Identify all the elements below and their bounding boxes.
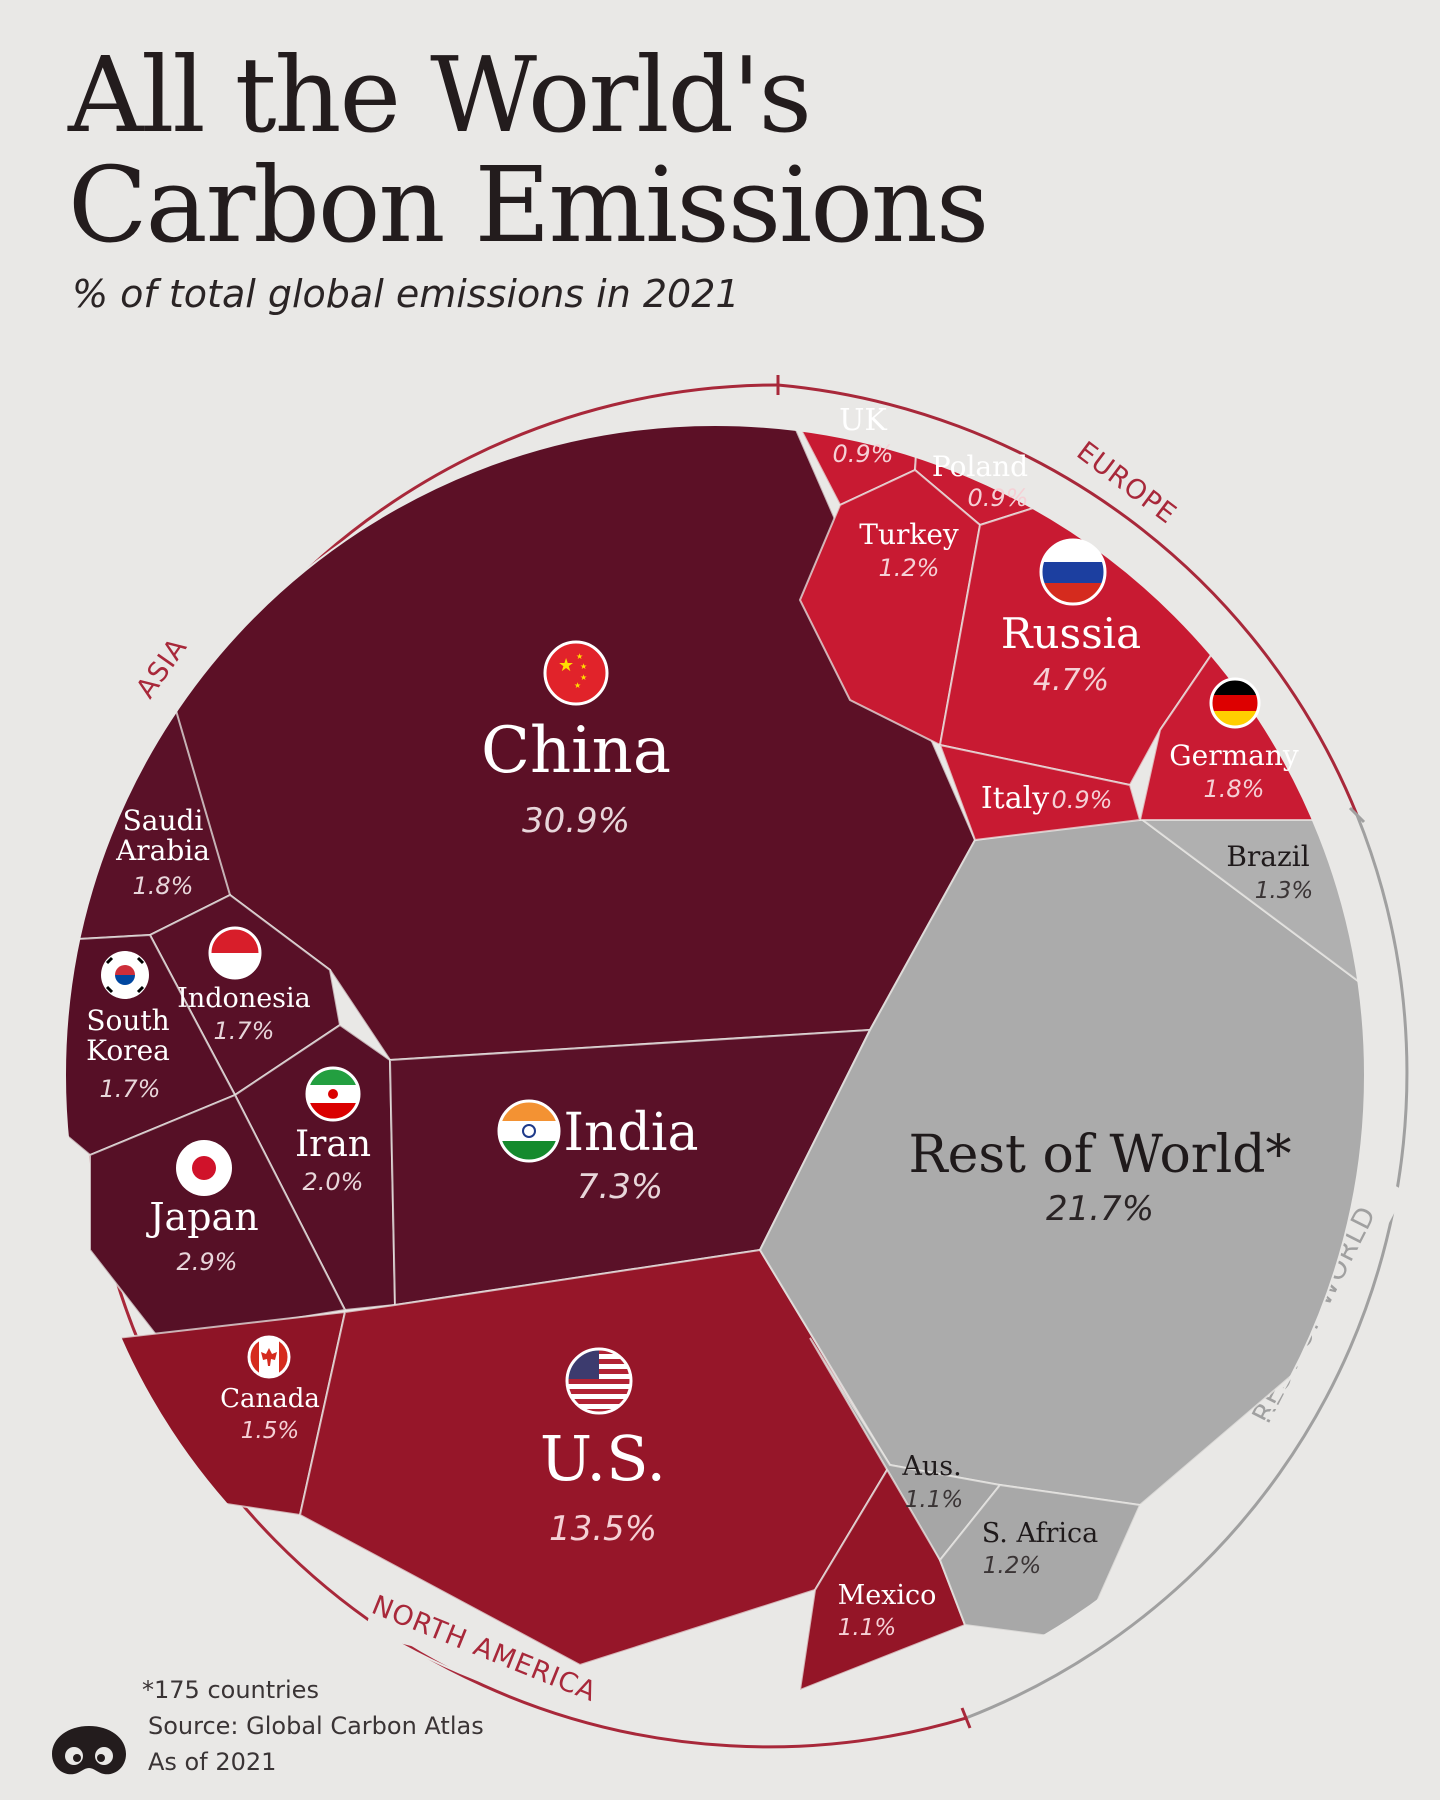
label-uk: UK [839, 403, 887, 438]
canada-flag [247, 1335, 291, 1379]
label-south-korea-line1: South [86, 1004, 169, 1037]
value-india: 7.3% [577, 1167, 663, 1207]
label-iran: Iran [295, 1124, 371, 1165]
label-poland: Poland [932, 450, 1028, 483]
label-brazil: Brazil [1226, 840, 1309, 873]
iran-flag [305, 1066, 361, 1122]
cell-labels: China 30.9% India 7.3% Japan 2.9% Iran 2… [86, 403, 1313, 1641]
value-russia: 4.7% [1033, 663, 1109, 698]
label-saudi-arabia-line2: Arabia [115, 834, 210, 867]
ring-rest-of-world [965, 814, 1409, 1720]
title-line-2: Carbon Emissions [68, 144, 989, 266]
ring-tick [1348, 806, 1366, 824]
china-flag: ★ ★ ★ ★ ★ [543, 640, 609, 706]
label-rest-of-world: Rest of World* [908, 1125, 1291, 1185]
label-turkey: Turkey [859, 518, 959, 551]
label-saudi-arabia-line1: Saudi [123, 804, 204, 837]
indonesia-flag [208, 926, 262, 980]
chart-subtitle: % of total global emissions in 2021 [72, 272, 740, 316]
label-japan: Japan [145, 1195, 258, 1239]
label-south-africa: S. Africa [982, 1518, 1098, 1549]
source-text: Source: Global Carbon Atlas [148, 1712, 484, 1740]
value-indonesia: 1.7% [214, 1017, 275, 1045]
label-china: China [481, 714, 671, 788]
germany-flag [1209, 677, 1261, 729]
label-mexico: Mexico [838, 1580, 937, 1611]
value-iran: 2.0% [303, 1168, 364, 1196]
value-germany: 1.8% [1204, 775, 1265, 803]
india-flag [497, 1099, 561, 1163]
russia-flag [1039, 538, 1107, 606]
value-brazil: 1.3% [1255, 878, 1313, 904]
value-south-africa: 1.2% [983, 1553, 1041, 1579]
svg-text:★: ★ [580, 662, 587, 671]
label-italy: Italy [981, 781, 1049, 816]
ring-tick [960, 1707, 972, 1729]
footnote: *175 countries [142, 1676, 319, 1704]
ring-europe [777, 383, 1359, 816]
label-canada: Canada [220, 1384, 320, 1414]
japan-flag [176, 1140, 232, 1196]
value-italy: 0.9% [1052, 786, 1113, 814]
label-russia: Russia [1001, 609, 1141, 658]
label-indonesia: Indonesia [177, 983, 311, 1014]
svg-text:★: ★ [558, 655, 574, 676]
cell-italy [938, 743, 1142, 842]
title-line-1: All the World's [68, 34, 812, 156]
value-uk: 0.9% [833, 440, 894, 468]
label-australia: Aus. [901, 1451, 961, 1482]
value-poland: 0.9% [968, 484, 1029, 512]
label-south-korea-line2: Korea [86, 1034, 170, 1067]
svg-text:★: ★ [574, 681, 581, 690]
south-korea-flag [101, 951, 149, 999]
svg-text:★: ★ [580, 673, 587, 682]
value-canada: 1.5% [241, 1418, 299, 1444]
value-turkey: 1.2% [879, 554, 940, 582]
svg-text:★: ★ [576, 652, 583, 661]
label-india: India [564, 1103, 699, 1163]
value-saudi-arabia: 1.8% [133, 872, 194, 900]
chart-title: All the World's Carbon Emissions [68, 34, 989, 266]
flags: ★ ★ ★ ★ ★ [101, 538, 1261, 1415]
publisher-logo-icon [52, 1726, 126, 1775]
value-mexico: 1.1% [838, 1615, 896, 1641]
label-us: U.S. [540, 1422, 666, 1495]
cell-south-africa [938, 1483, 1142, 1642]
label-germany: Germany [1169, 739, 1299, 772]
us-flag [565, 1347, 633, 1415]
value-australia: 1.1% [905, 1487, 963, 1513]
value-us: 13.5% [549, 1509, 657, 1549]
value-china: 30.9% [522, 801, 630, 841]
value-south-korea: 1.7% [100, 1075, 161, 1103]
footer: *175 countries Source: Global Carbon Atl… [142, 1672, 484, 1780]
as-of-text: As of 2021 [148, 1748, 277, 1776]
value-rest-of-world: 21.7% [1046, 1189, 1154, 1229]
value-japan: 2.9% [177, 1248, 238, 1276]
